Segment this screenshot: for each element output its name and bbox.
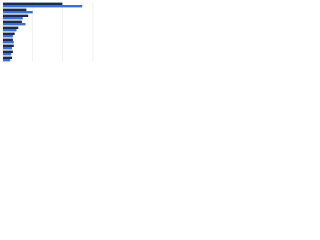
bar <box>3 11 33 14</box>
chart <box>2 2 94 62</box>
bar <box>3 8 27 11</box>
bar <box>3 32 15 35</box>
bar <box>3 41 14 44</box>
bar <box>3 38 13 41</box>
bar <box>3 5 83 8</box>
bar <box>3 56 12 59</box>
bar <box>3 53 12 56</box>
bar <box>3 26 19 29</box>
bar <box>3 44 14 47</box>
bar <box>3 59 11 62</box>
bar <box>3 35 13 38</box>
bar <box>3 17 23 20</box>
bar <box>3 47 12 50</box>
bar <box>3 50 13 53</box>
bar <box>3 2 63 5</box>
bar <box>3 20 22 23</box>
bar <box>3 14 29 17</box>
bar <box>3 23 26 26</box>
page: {"chart_data": {"type": "hbar", "categor… <box>0 0 100 71</box>
bar <box>3 29 17 32</box>
